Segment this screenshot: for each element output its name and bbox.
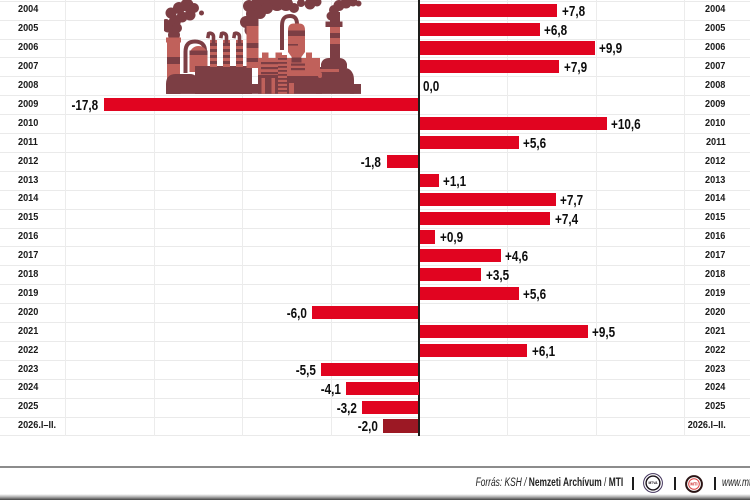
svg-text:MTVA: MTVA [648, 481, 658, 485]
svg-text:MTI: MTI [690, 481, 697, 486]
